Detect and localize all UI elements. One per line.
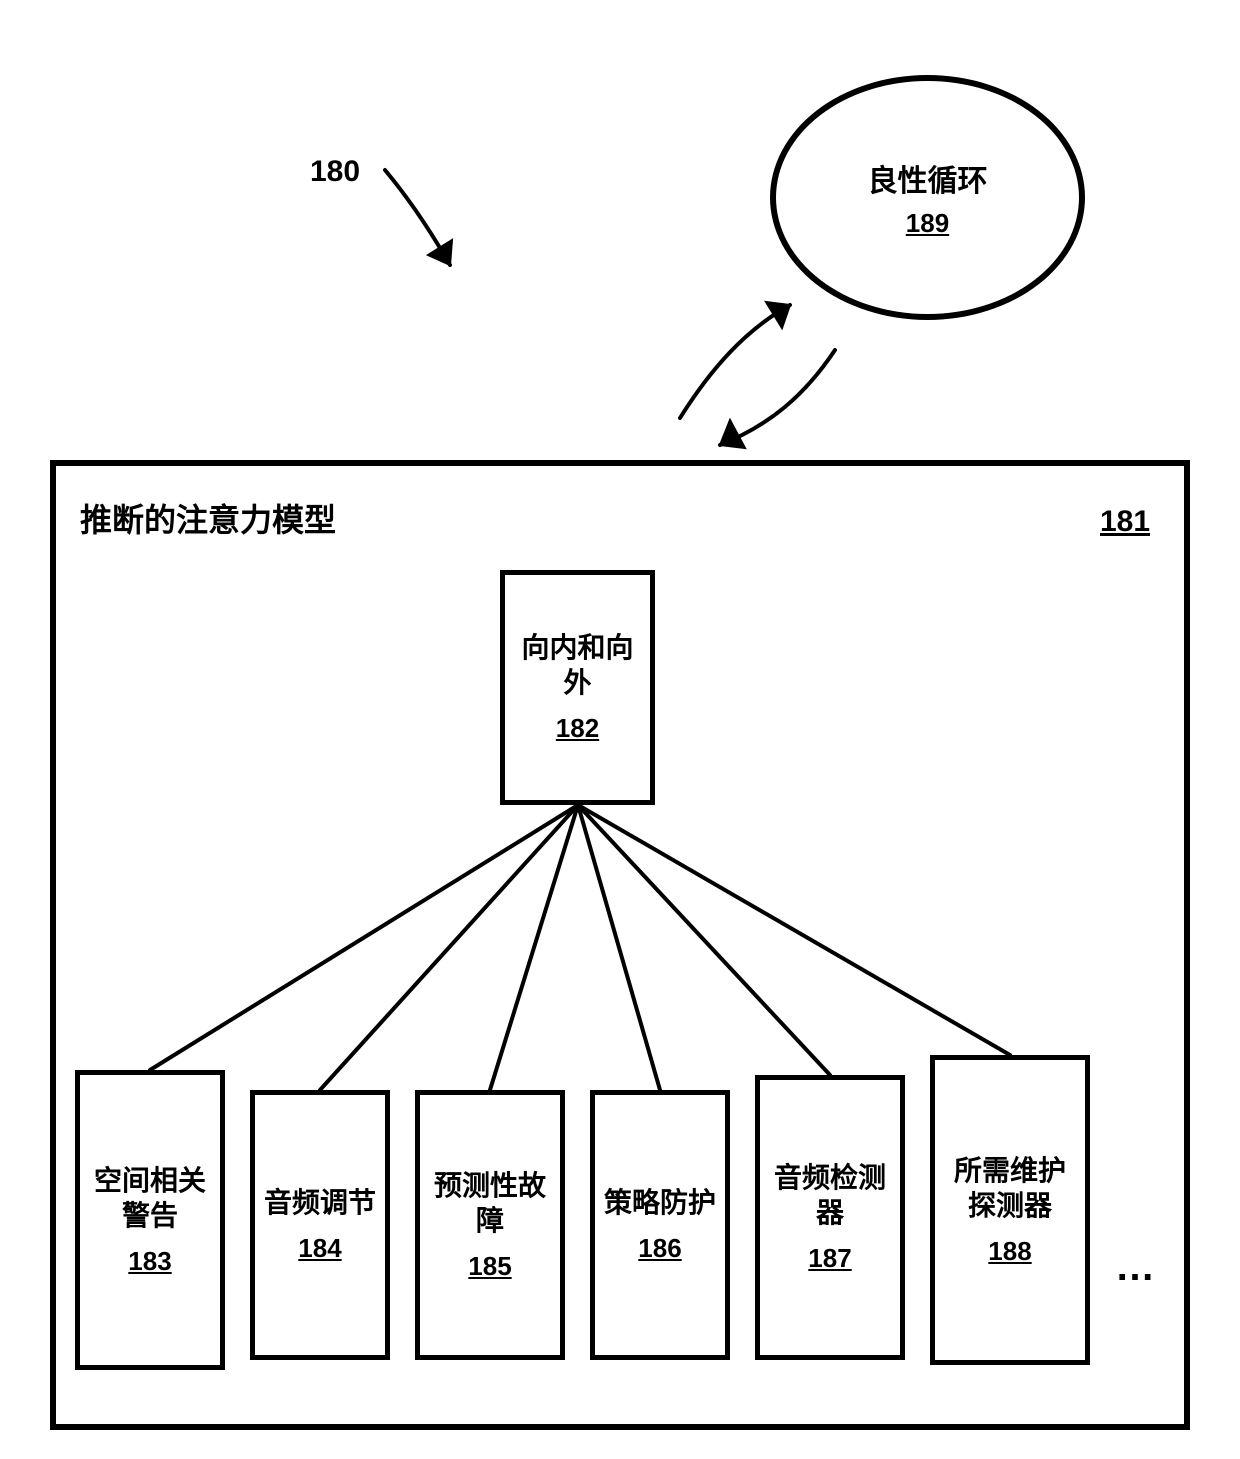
leaf-node-ref: 187 [808,1242,851,1275]
leaf-node-label: 空间相关警告 [88,1163,212,1233]
leaf-node-ref: 185 [468,1250,511,1283]
root-node-ref: 182 [556,712,599,745]
leaf-node-187: 音频检测器 187 [755,1075,905,1360]
leaf-node-label: 音频检测器 [768,1160,892,1230]
diagram-canvas: 180 良性循环 189 推断的注意力模型 181 向内和向外 182 空间相关… [0,0,1240,1459]
container-ref: 181 [1100,505,1150,539]
leaf-node-ref: 188 [988,1235,1031,1268]
leaf-node-188: 所需维护探测器 188 [930,1055,1090,1365]
container-title: 推断的注意力模型 [80,495,336,541]
ellipsis: … [1115,1245,1155,1290]
root-node-label: 向内和向外 [513,630,642,700]
leaf-node-185: 预测性故障 185 [415,1090,565,1360]
leaf-node-label: 音频调节 [264,1185,376,1220]
leaf-node-label: 策略防护 [604,1185,716,1220]
leaf-node-label: 所需维护探测器 [943,1153,1077,1223]
leaf-node-184: 音频调节 184 [250,1090,390,1360]
leaf-node-ref: 183 [128,1245,171,1278]
leaf-node-ref: 184 [298,1232,341,1265]
leaf-node-183: 空间相关警告 183 [75,1070,225,1370]
ellipse-ref: 189 [906,208,949,239]
leaf-node-label: 预测性故障 [428,1168,552,1238]
leaf-node-ref: 186 [638,1232,681,1265]
root-node-inward-outward: 向内和向外 182 [500,570,655,805]
ellipse-label: 良性循环 [868,156,988,200]
leaf-node-186: 策略防护 186 [590,1090,730,1360]
ellipse-virtuous-cycle: 良性循环 189 [770,75,1085,320]
figure-ref-label: 180 [310,155,360,189]
